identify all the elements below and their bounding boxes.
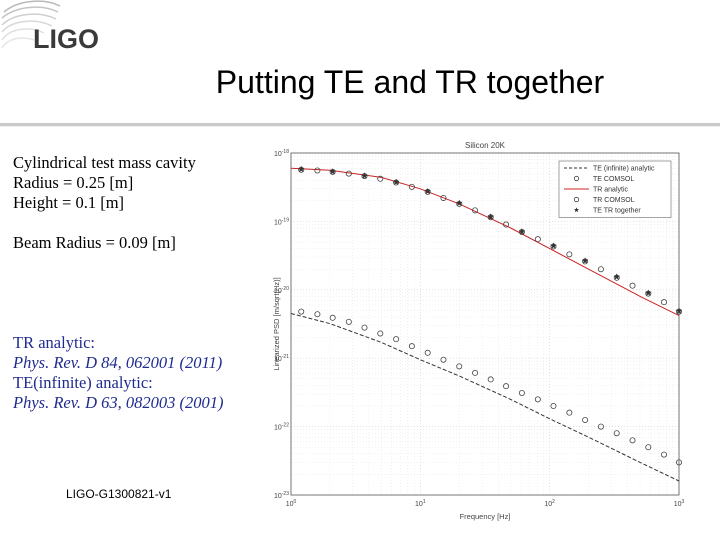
legend-swatch [573, 175, 580, 182]
data-point-circle [393, 336, 400, 343]
data-point-circle [582, 416, 589, 423]
data-point-star [361, 172, 368, 179]
x-tick-label: 102 [544, 499, 555, 508]
data-point-circle [472, 207, 479, 214]
data-point-circle [661, 299, 668, 306]
data-point-star [392, 178, 400, 185]
legend-label: TR analytic [593, 187, 629, 194]
series-line [290, 313, 680, 482]
data-point-circle [487, 376, 494, 383]
slide-title: Putting TE and TR together [215, 64, 605, 100]
chart-title: Silicon 20K [465, 141, 506, 150]
data-point-star [581, 257, 589, 264]
legend-label: TE TR together [593, 208, 641, 215]
data-point-circle [345, 318, 352, 325]
title-divider [0, 123, 720, 126]
data-point-star [424, 187, 432, 195]
data-point-star [613, 273, 621, 280]
ref-citation: Phys. Rev. D 84, 062001 (2011) [13, 353, 223, 372]
legend-label: TE COMSOL [593, 176, 634, 183]
x-tick-label: 100 [286, 499, 297, 508]
param-line: Height = 0.1 [m] [13, 193, 125, 212]
data-point-circle [597, 423, 604, 430]
data-point-circle [440, 194, 447, 201]
data-point-circle [408, 343, 415, 350]
data-point-circle [534, 396, 541, 403]
data-point-circle [314, 311, 321, 318]
data-point-circle [661, 451, 668, 458]
ligo-logo: LIGO [0, 0, 120, 70]
y-axis-label: Linearized PSD [m/sqrt(Hz)] [272, 277, 281, 370]
ref-label: TR analytic: [13, 333, 96, 352]
data-point-circle [566, 251, 573, 258]
data-point-circle [298, 308, 305, 315]
param-line: Radius = 0.25 [m] [13, 173, 134, 192]
legend-swatch [574, 207, 579, 213]
data-point-star [329, 168, 337, 175]
y-tick-label: 10-19 [274, 217, 289, 226]
data-point-star [644, 289, 652, 296]
legend-label: TR COMSOL [593, 197, 635, 204]
param-line: Cylindrical test mass cavity [13, 153, 196, 172]
data-point-circle [645, 444, 652, 451]
data-point-circle [361, 324, 368, 331]
data-point-circle [629, 437, 636, 444]
data-point-circle [629, 282, 636, 289]
y-tick-label: 10-18 [274, 149, 289, 158]
data-point-circle [518, 389, 525, 396]
y-tick-label: 10-23 [274, 491, 289, 500]
data-point-circle [613, 430, 620, 437]
data-point-star [550, 242, 557, 249]
x-tick-label: 103 [674, 499, 685, 508]
y-tick-label: 10-22 [274, 423, 289, 432]
data-point-circle [314, 167, 321, 174]
data-point-circle [534, 236, 541, 243]
data-point-star [297, 165, 305, 173]
legend-swatch [573, 196, 580, 203]
data-point-circle [456, 363, 463, 370]
param-line: Beam Radius = 0.09 [m] [13, 233, 176, 252]
data-point-circle [377, 175, 384, 182]
data-point-circle [377, 330, 384, 337]
x-axis-label: Frequency [Hz] [460, 512, 511, 521]
data-point-circle [408, 183, 415, 190]
data-point-star [518, 228, 526, 235]
ref-label: TE(infinite) analytic: [13, 373, 153, 392]
x-tick-label: 101 [415, 499, 426, 508]
data-point-circle [329, 314, 336, 321]
y-tick-label: 10-20 [274, 286, 289, 295]
y-tick-label: 10-21 [274, 354, 289, 363]
data-point-circle [440, 356, 447, 363]
plot-frame [290, 152, 680, 496]
parameters-panel: Cylindrical test mass cavity Radius = 0.… [13, 153, 263, 413]
document-id: LIGO-G1300821-v1 [66, 487, 172, 501]
title-divider-shadow [0, 126, 720, 127]
ref-citation: Phys. Rev. D 63, 082003 (2001) [13, 393, 224, 412]
logo-wordmark: LIGO [33, 24, 99, 54]
legend-label: TE (infinite) analytic [593, 166, 655, 173]
data-point-circle [424, 349, 431, 356]
data-point-circle [597, 266, 604, 273]
data-point-star [675, 307, 683, 314]
ligo-logo-swoosh [1, 0, 61, 49]
data-point-circle [566, 409, 573, 416]
data-point-star [487, 213, 495, 220]
data-point-star [455, 199, 463, 206]
data-point-circle [345, 170, 352, 177]
data-point-circle [550, 403, 557, 410]
series-line [290, 167, 680, 317]
data-point-circle [503, 221, 510, 228]
data-point-circle [472, 369, 479, 376]
psd-chart: Silicon 20K 100 101 102 103 10-23 10-22 10-21 10… [272, 141, 685, 521]
data-point-circle [675, 459, 682, 466]
data-point-circle [503, 383, 510, 390]
